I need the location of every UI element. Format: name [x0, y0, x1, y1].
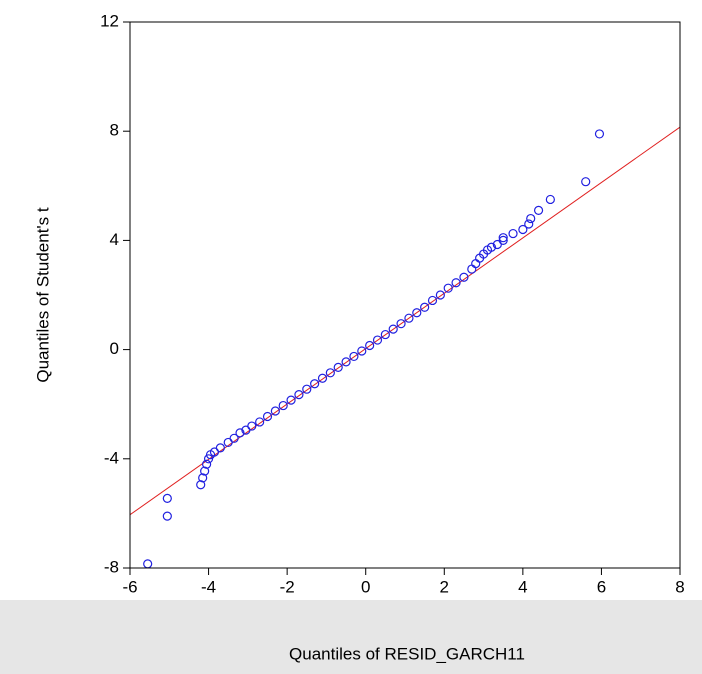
point: [202, 459, 212, 469]
y-axis-label: Quantiles of Student's t: [33, 207, 52, 383]
y-tick-label: 4: [110, 230, 119, 249]
point: [526, 213, 536, 224]
point: [286, 395, 296, 405]
point: [459, 272, 469, 282]
point: [420, 302, 430, 312]
point: [310, 379, 320, 389]
point: [200, 466, 210, 476]
y-tick-label: 8: [110, 121, 119, 140]
point: [162, 493, 172, 503]
point: [349, 351, 359, 362]
point: [294, 390, 304, 400]
point: [396, 319, 406, 329]
point: [443, 283, 453, 293]
point: [247, 421, 257, 431]
x-tick-label: 6: [597, 577, 606, 596]
point: [325, 368, 335, 378]
point: [333, 362, 343, 372]
point: [215, 443, 225, 453]
point: [581, 177, 591, 187]
point: [533, 205, 544, 215]
point: [262, 411, 273, 422]
point: [451, 278, 461, 288]
point: [518, 224, 528, 235]
x-tick-label: 0: [361, 577, 370, 596]
reference-line: [130, 126, 680, 516]
x-axis-label: Quantiles of RESID_GARCH11: [289, 644, 525, 663]
x-tick-label: 4: [518, 577, 527, 596]
x-tick-label: -6: [122, 577, 137, 596]
y-tick-label: -4: [104, 448, 119, 467]
background: [0, 0, 702, 600]
point: [380, 329, 390, 340]
y-tick-label: 12: [100, 11, 119, 30]
point: [486, 242, 497, 252]
point: [372, 335, 383, 345]
point: [412, 308, 422, 318]
point: [404, 313, 414, 323]
point: [317, 373, 328, 383]
point: [229, 433, 239, 443]
point: [357, 346, 367, 356]
point: [162, 511, 172, 521]
point: [196, 480, 206, 490]
point: [302, 384, 312, 394]
x-tick-label: -2: [280, 577, 295, 596]
point: [524, 219, 534, 229]
x-tick-label: 2: [440, 577, 449, 596]
point: [435, 290, 445, 300]
point: [341, 357, 351, 367]
point: [388, 324, 398, 334]
point: [198, 473, 208, 483]
point: [255, 417, 265, 427]
point: [278, 400, 288, 411]
y-tick-label: -8: [104, 557, 119, 576]
point: [594, 129, 605, 139]
point: [498, 235, 508, 245]
point: [365, 340, 375, 351]
y-tick-label: 0: [110, 339, 119, 358]
point: [508, 228, 518, 239]
point: [427, 295, 438, 306]
x-tick-label: 8: [675, 577, 684, 596]
plot-frame: [129, 21, 681, 569]
point: [545, 194, 555, 205]
point: [270, 406, 280, 416]
point: [235, 428, 245, 438]
point: [498, 233, 508, 243]
x-tick-label: -4: [201, 577, 216, 596]
